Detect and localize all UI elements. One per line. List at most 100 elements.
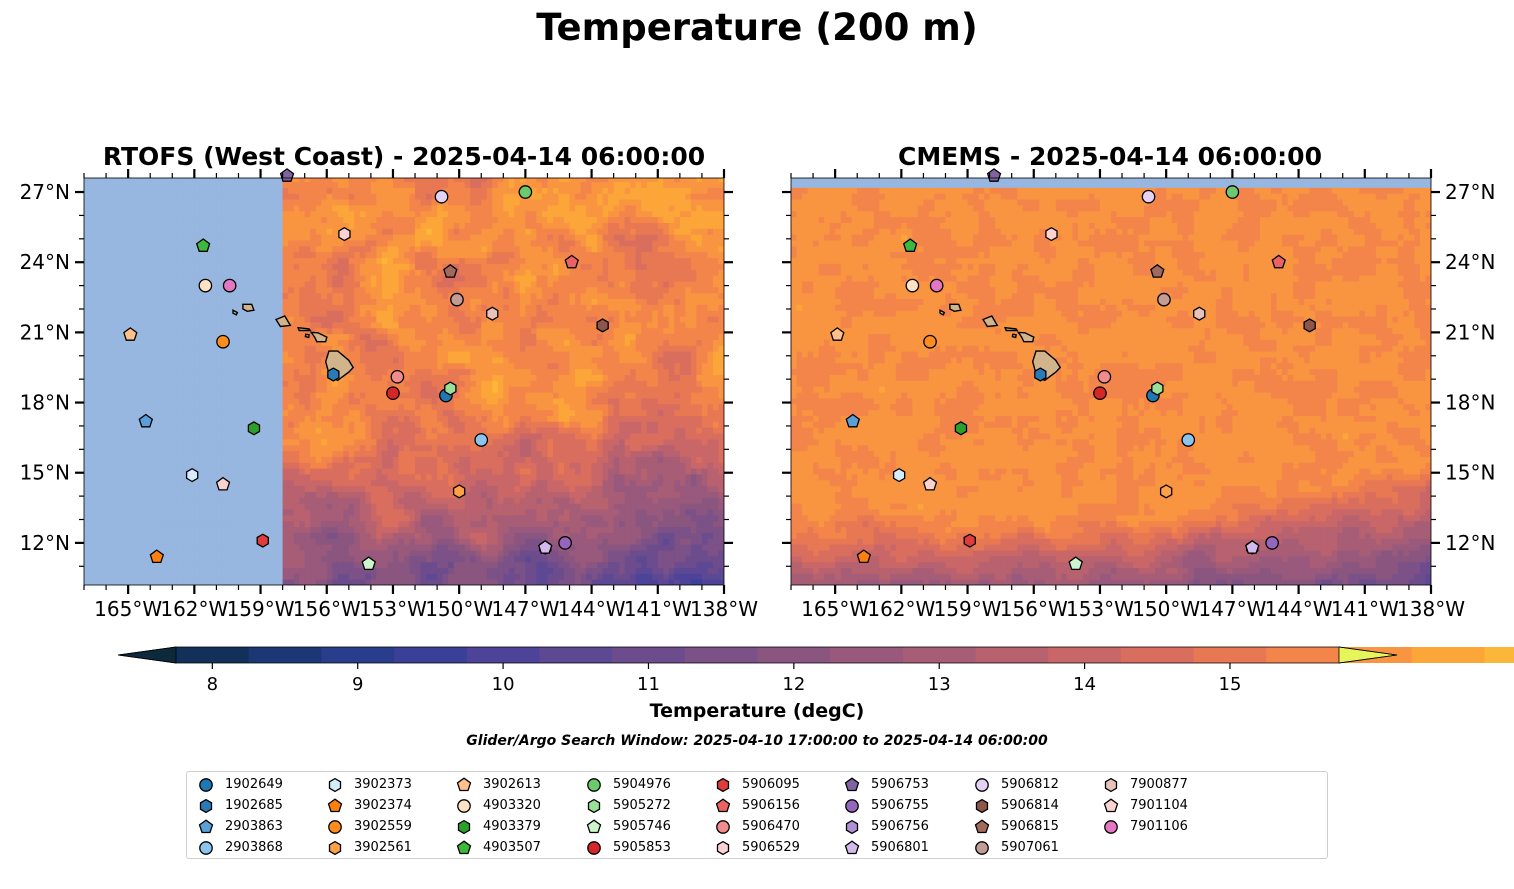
rtofs-field-cell [205, 304, 212, 311]
rtofs-field-cell [216, 304, 223, 311]
rtofs-field-cell [354, 210, 361, 218]
rtofs-field-cell [128, 263, 135, 270]
rtofs-field-cell [177, 245, 184, 253]
rtofs-field-cell [89, 333, 96, 340]
rtofs-field-cell [95, 240, 102, 247]
rtofs-field-cell [365, 549, 372, 557]
rtofs-field-cell [188, 178, 195, 183]
rtofs-field-cell [404, 497, 411, 504]
rtofs-field-cell [415, 444, 422, 452]
rtofs-field-cell [293, 345, 300, 352]
rtofs-field-cell [95, 473, 102, 481]
rtofs-field-cell [277, 532, 284, 539]
rtofs-field-cell [464, 257, 471, 264]
rtofs-field-cell [404, 462, 411, 469]
rtofs-field-cell [161, 356, 168, 364]
rtofs-field-cell [376, 316, 383, 323]
rtofs-field-cell [133, 397, 140, 405]
rtofs-field-cell [442, 339, 449, 346]
rtofs-field-cell [337, 310, 344, 317]
rtofs-field-cell [172, 526, 179, 533]
rtofs-field-cell [282, 561, 289, 568]
rtofs-field-cell [194, 310, 201, 317]
rtofs-field-cell [304, 280, 311, 288]
rtofs-field-cell [332, 544, 339, 551]
rtofs-field-cell [183, 251, 190, 259]
rtofs-field-cell [84, 339, 91, 346]
rtofs-field-cell [95, 362, 102, 370]
rtofs-field-cell [365, 245, 372, 253]
rtofs-field-cell [282, 216, 289, 223]
rtofs-field-cell [89, 473, 96, 481]
rtofs-field-cell [470, 392, 477, 399]
rtofs-field-cell [177, 497, 184, 504]
rtofs-field-cell [205, 269, 212, 276]
rtofs-field-cell [188, 538, 195, 545]
rtofs-field-cell [194, 187, 201, 194]
rtofs-field-cell [277, 333, 284, 340]
rtofs-field-cell [260, 503, 267, 510]
rtofs-field-cell [216, 544, 223, 551]
rtofs-field-cell [227, 345, 234, 352]
rtofs-field-cell [95, 234, 102, 241]
rtofs-field-cell [177, 473, 184, 481]
rtofs-field-cell [376, 450, 383, 457]
rtofs-field-cell [431, 263, 438, 270]
rtofs-field-cell [464, 228, 471, 235]
rtofs-field-cell [365, 532, 372, 539]
rtofs-field-cell [442, 204, 449, 212]
rtofs-field-cell [95, 193, 102, 200]
rtofs-field-cell [393, 450, 400, 457]
rtofs-field-cell [155, 257, 162, 264]
rtofs-field-cell [343, 386, 350, 393]
rtofs-field-cell [266, 292, 273, 299]
rtofs-field-cell [470, 544, 477, 551]
rtofs-field-cell [359, 292, 366, 299]
rtofs-field-cell [233, 409, 240, 416]
rtofs-field-cell [117, 210, 124, 218]
rtofs-field-cell [404, 257, 411, 264]
rtofs-field-cell [172, 549, 179, 557]
rtofs-field-cell [117, 567, 124, 574]
rtofs-field-cell [255, 485, 262, 492]
rtofs-field-cell [210, 549, 217, 557]
rtofs-field-cell [161, 228, 168, 235]
rtofs-field-cell [238, 368, 245, 375]
rtofs-field-cell [343, 327, 350, 335]
rtofs-field-cell [244, 392, 251, 399]
rtofs-field-cell [266, 333, 273, 340]
rtofs-field-cell [431, 392, 438, 399]
rtofs-field-cell [420, 450, 427, 457]
rtofs-field-cell [249, 228, 256, 235]
rtofs-field-cell [321, 228, 328, 235]
rtofs-field-cell [111, 421, 118, 428]
rtofs-field-cell [393, 468, 400, 475]
rtofs-field-cell [293, 275, 300, 282]
rtofs-field-cell [304, 473, 311, 481]
rtofs-field-cell [359, 526, 366, 533]
rtofs-field-cell [117, 193, 124, 200]
rtofs-field-cell [216, 579, 223, 585]
rtofs-field-cell [381, 286, 388, 294]
rtofs-field-cell [381, 538, 388, 545]
rtofs-field-cell [304, 310, 311, 317]
rtofs-field-cell [133, 234, 140, 241]
rtofs-field-cell [343, 415, 350, 422]
rtofs-field-cell [310, 549, 317, 557]
rtofs-field-cell [183, 286, 190, 294]
rtofs-field-cell [354, 257, 361, 264]
rtofs-field-cell [84, 187, 91, 194]
rtofs-field-cell [227, 386, 234, 393]
rtofs-field-cell [100, 403, 107, 411]
rtofs-field-cell [150, 187, 157, 194]
rtofs-field-cell [409, 210, 416, 218]
rtofs-field-cell [277, 561, 284, 568]
rtofs-field-cell [475, 479, 482, 487]
rtofs-field-cell [426, 304, 433, 311]
rtofs-field-cell [426, 421, 433, 428]
rtofs-field-cell [282, 491, 289, 498]
rtofs-field-cell [144, 485, 151, 492]
rtofs-field-cell [321, 240, 328, 247]
rtofs-field-cell [139, 304, 146, 311]
rtofs-field-cell [404, 514, 411, 522]
